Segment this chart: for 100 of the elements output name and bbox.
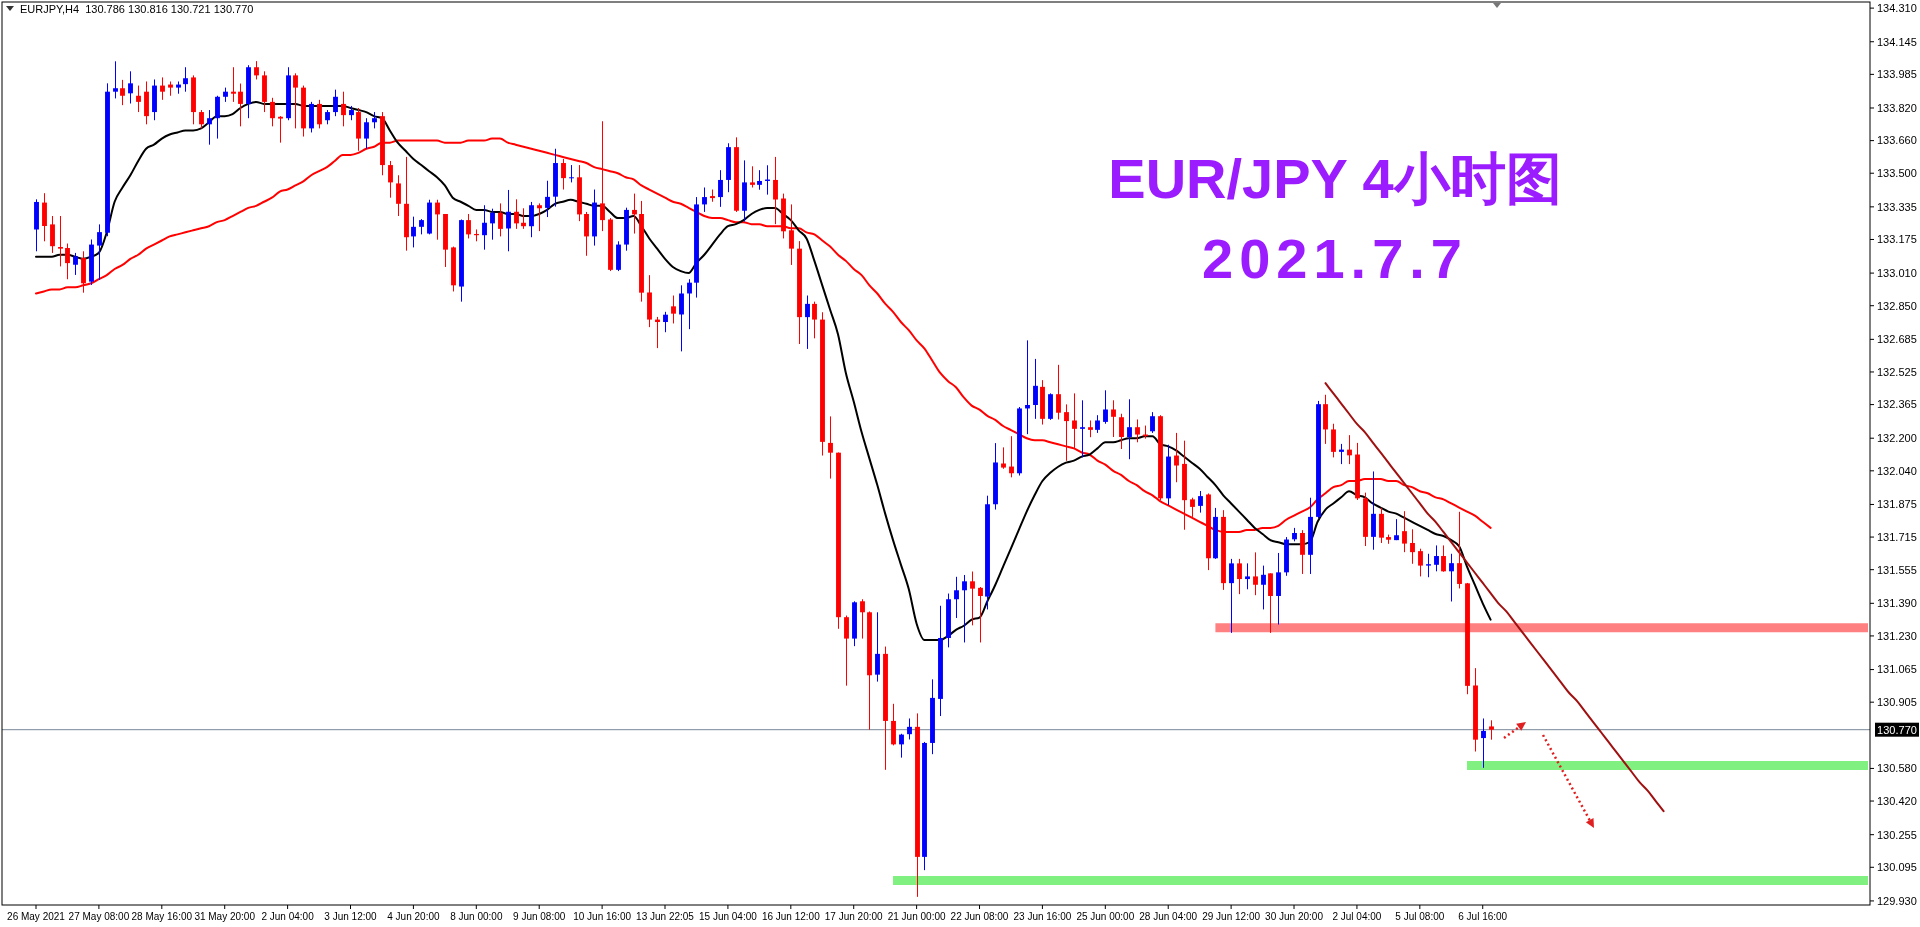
candlestick <box>1489 719 1494 741</box>
candlestick <box>396 174 401 217</box>
candlestick <box>1127 398 1132 460</box>
y-tick-label: 129.930 <box>1877 894 1917 907</box>
candlestick <box>545 180 550 218</box>
candlestick <box>750 165 755 188</box>
candlestick <box>1237 558 1242 595</box>
x-tick-label: 3 Jun 12:00 <box>324 911 378 922</box>
line-series <box>1324 382 1665 813</box>
candlestick <box>113 60 118 99</box>
y-tick-label: 130.420 <box>1877 794 1917 807</box>
y-tick-label: 132.850 <box>1877 299 1917 312</box>
candlestick <box>128 70 133 105</box>
candlestick <box>1434 544 1439 572</box>
candlestick <box>1009 435 1014 478</box>
x-tick-label: 13 Jun 22:05 <box>636 911 695 922</box>
candlestick <box>584 211 589 257</box>
candlestick <box>388 160 393 199</box>
x-tick-label: 4 Jun 20:00 <box>387 911 440 922</box>
candlestick <box>1418 548 1423 577</box>
y-tick-label: 130.580 <box>1877 762 1917 775</box>
candlestick <box>58 215 63 267</box>
candlestick <box>907 717 912 740</box>
candlestick <box>954 576 959 619</box>
candlestick <box>1150 411 1155 434</box>
x-tick-label: 9 Jun 08:00 <box>513 911 566 922</box>
y-tick-label: 133.175 <box>1877 233 1917 246</box>
candlestick <box>891 703 896 746</box>
x-tick-label: 6 Jul 16:00 <box>1458 911 1508 922</box>
candlestick <box>364 117 369 150</box>
x-tick-label: 2 Jul 04:00 <box>1332 911 1382 922</box>
y-tick-label: 132.040 <box>1877 464 1917 477</box>
candlestick <box>490 208 495 241</box>
candlestick <box>1245 562 1250 590</box>
ref-line-label: 130.770 <box>1877 723 1917 736</box>
candlestick <box>561 158 566 191</box>
x-tick-label: 10 Jun 16:00 <box>573 911 632 922</box>
x-tick-label: 22 Jun 08:00 <box>950 911 1009 922</box>
candlestick <box>1103 389 1108 425</box>
candlestick <box>1001 446 1006 470</box>
candlestick <box>160 76 165 101</box>
candlestick <box>805 295 810 350</box>
y-tick-label: 132.200 <box>1877 432 1917 445</box>
candlestick <box>1402 510 1407 553</box>
candlestick <box>254 60 259 80</box>
candlestick <box>679 284 684 352</box>
x-tick-label: 5 Jul 08:00 <box>1395 911 1445 922</box>
candlestick <box>1111 399 1116 438</box>
candlestick <box>1426 553 1431 578</box>
candlestick <box>136 85 141 113</box>
candlestick <box>1174 432 1179 483</box>
candlestick <box>1268 572 1273 634</box>
candlestick <box>1371 470 1376 551</box>
y-tick-label: 130.095 <box>1877 861 1917 874</box>
candlestick <box>757 169 762 191</box>
candlestick <box>341 91 346 127</box>
y-tick-label: 130.255 <box>1877 828 1917 841</box>
candlestick <box>120 79 125 106</box>
candlestick <box>1339 443 1344 465</box>
x-tick-label: 16 Jun 12:00 <box>761 911 821 922</box>
candlestick <box>1261 565 1266 610</box>
x-tick-label: 25 Jun 00:00 <box>1076 911 1135 922</box>
x-tick-label: 28 May 16:00 <box>131 911 193 922</box>
x-tick-label: 26 May 2021 <box>7 911 66 922</box>
candlestick <box>529 201 534 238</box>
candlestick <box>1331 423 1336 458</box>
x-tick-label: 30 Jun 20:00 <box>1265 911 1324 922</box>
candlestick <box>718 169 723 208</box>
candlestick <box>1449 553 1454 602</box>
candlestick <box>1190 497 1195 518</box>
candlestick <box>1080 399 1085 458</box>
candlestick <box>1410 528 1415 565</box>
candlestick <box>1033 358 1038 420</box>
y-tick-label: 131.875 <box>1877 498 1917 511</box>
candlestick <box>42 192 47 242</box>
candlestick <box>812 301 817 339</box>
candlestick <box>270 97 275 127</box>
y-tick-label: 133.985 <box>1877 68 1917 81</box>
candlestick <box>231 66 236 103</box>
candlestick <box>671 295 676 324</box>
candlestick <box>970 571 975 626</box>
x-tick-label: 17 Jun 20:00 <box>824 911 884 922</box>
candlestick <box>1072 392 1077 449</box>
candlestick <box>1276 552 1281 626</box>
y-tick-label: 133.335 <box>1877 200 1917 213</box>
x-tick-label: 27 May 08:00 <box>68 911 130 922</box>
candlestick <box>773 156 778 225</box>
x-tick-label: 21 Jun 00:00 <box>887 911 946 922</box>
candlestick <box>860 598 865 640</box>
candlestick <box>962 574 967 643</box>
candlestick <box>1379 507 1384 544</box>
x-tick-label: 2 Jun 04:00 <box>261 911 315 922</box>
candlestick <box>702 186 707 213</box>
candlestick <box>278 115 283 144</box>
candlestick <box>789 203 794 266</box>
candlestick <box>317 99 322 129</box>
y-tick-label: 133.660 <box>1877 134 1917 147</box>
y-tick-label: 131.715 <box>1877 530 1917 543</box>
candlestick <box>1457 511 1462 589</box>
candlestick <box>875 611 880 683</box>
